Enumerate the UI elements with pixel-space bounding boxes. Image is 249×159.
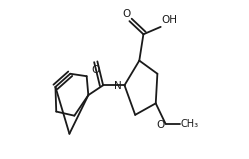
Text: CH₃: CH₃ [180, 119, 198, 129]
Text: O: O [122, 10, 130, 20]
Text: O: O [92, 65, 100, 75]
Text: OH: OH [162, 15, 178, 25]
Text: N: N [114, 81, 122, 91]
Text: O: O [157, 120, 165, 130]
